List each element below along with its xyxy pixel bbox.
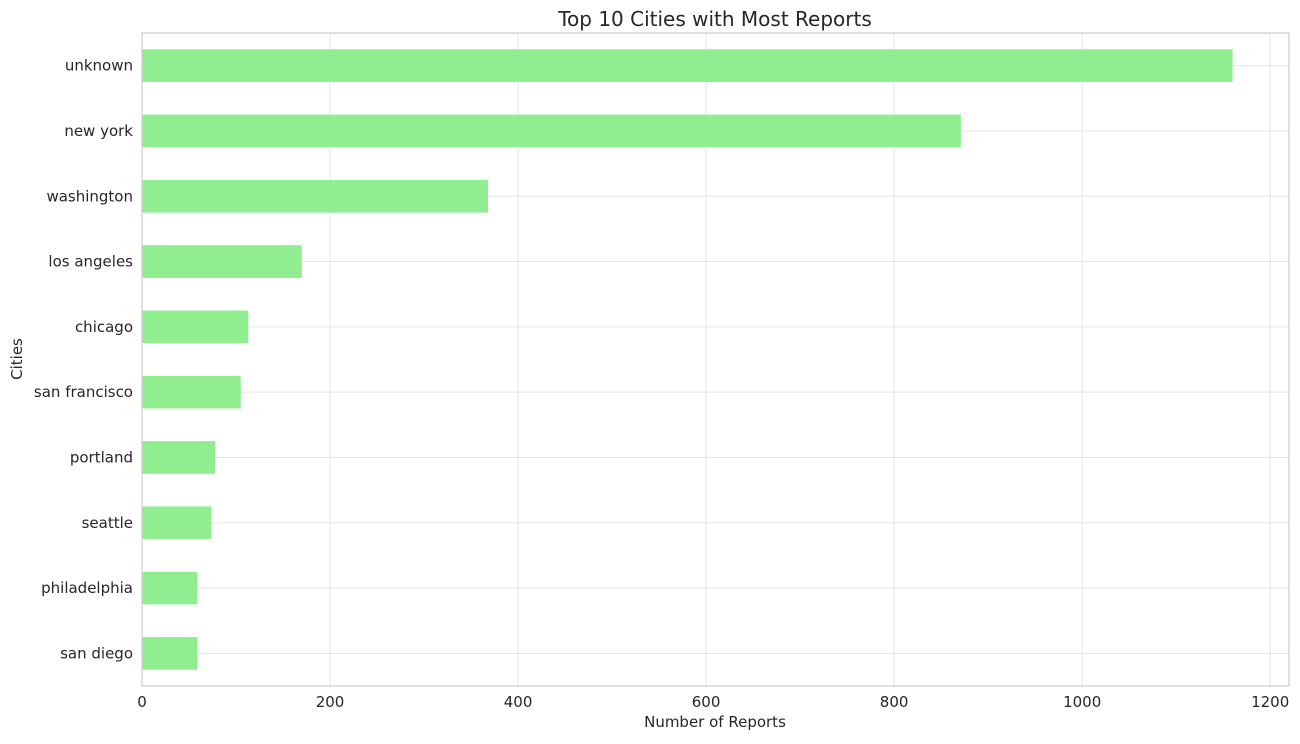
- y-tick-labels: unknown new york washington los angeles chic…: [34, 57, 133, 663]
- x-tick-label: 1200: [1251, 693, 1289, 711]
- x-tick-label: 0: [137, 693, 147, 711]
- y-tick-label: unknown: [65, 57, 133, 75]
- x-tick-label: 200: [316, 693, 345, 711]
- chart-title: Top 10 Cities with Most Reports: [557, 7, 872, 31]
- bar: [142, 375, 241, 409]
- x-tick-label: 400: [504, 693, 533, 711]
- plot-frame: [141, 32, 1290, 687]
- y-tick-label: philadelphia: [41, 579, 133, 597]
- bar: [142, 571, 198, 605]
- y-tick-label: chicago: [75, 318, 133, 336]
- x-axis-label: Number of Reports: [644, 713, 786, 731]
- y-axis-label: Cities: [8, 338, 26, 380]
- bar: [142, 637, 198, 670]
- x-tick-label: 1000: [1063, 693, 1101, 711]
- x-tick-label: 800: [880, 693, 909, 711]
- y-tick-label: san francisco: [34, 383, 133, 401]
- y-tick-label: los angeles: [48, 253, 133, 271]
- bar: [142, 49, 1233, 82]
- y-tick-label: seattle: [82, 514, 133, 532]
- x-tick-labels: 0 200 400 600 800 1000 1200: [137, 693, 1289, 711]
- bars: [142, 49, 1233, 670]
- y-tick-label: new york: [64, 122, 133, 140]
- bar: [142, 245, 302, 278]
- bar: [142, 179, 488, 213]
- x-tick-label: 600: [692, 693, 721, 711]
- bar: [142, 310, 249, 344]
- y-tick-label: portland: [70, 448, 133, 466]
- y-tick-label: san diego: [60, 644, 133, 662]
- bar: [142, 441, 216, 474]
- y-tick-label: washington: [46, 187, 133, 205]
- bar: [142, 506, 212, 540]
- grid-lines: [141, 33, 1289, 686]
- bar: [142, 114, 961, 148]
